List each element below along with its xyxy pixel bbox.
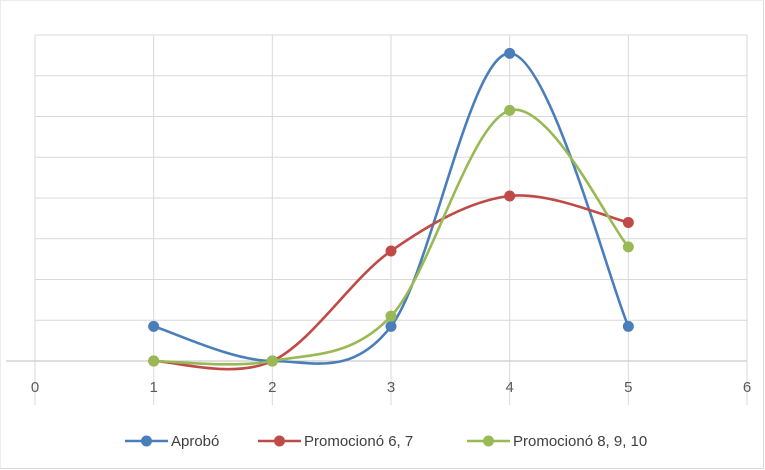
- series-group: [148, 47, 634, 371]
- series-1-point: [385, 320, 397, 332]
- series-1-point: [622, 320, 634, 332]
- legend-item-1-label: Aprobó: [171, 433, 219, 450]
- series-2-point: [504, 190, 516, 202]
- series-1-line: [152, 52, 630, 365]
- legend-item-3-marker-swatch: [483, 435, 494, 447]
- legend-item-1-marker-swatch: [141, 435, 152, 447]
- series-3: [148, 104, 634, 367]
- legend-item-3: Promocionó 8, 9, 10: [467, 433, 647, 450]
- x-tick-label: 1: [149, 379, 157, 396]
- x-tick-label: 2: [268, 379, 276, 396]
- series-2-point: [385, 245, 397, 257]
- series-1-point: [148, 320, 160, 332]
- series-3-point: [504, 104, 516, 116]
- series-3-point: [266, 355, 278, 367]
- legend-item-2: Promocionó 6, 7: [258, 433, 413, 450]
- x-axis: 0 1 2 3 4 5 6: [6, 360, 751, 405]
- series-3-point: [622, 241, 634, 253]
- legend-item-1: Aprobó: [125, 433, 219, 450]
- series-3-point: [148, 355, 160, 367]
- series-1: [148, 47, 634, 367]
- legend-item-2-marker-swatch: [274, 435, 285, 447]
- series-3-point: [385, 310, 397, 322]
- x-tick-label: 3: [387, 379, 395, 396]
- x-tick-label: 0: [31, 379, 39, 396]
- x-tick-label: 6: [743, 379, 751, 396]
- series-2-point: [622, 216, 634, 228]
- series-1-point: [504, 47, 516, 59]
- series-3-line: [152, 108, 630, 366]
- x-tick-label: 5: [624, 379, 632, 396]
- legend-item-2-label: Promocionó 6, 7: [304, 433, 413, 450]
- x-tick-label: 4: [505, 379, 513, 396]
- legend-item-3-label: Promocionó 8, 9, 10: [513, 433, 647, 450]
- legend: Aprobó Promocionó 6, 7 Promocionó 8, 9, 10: [125, 433, 647, 450]
